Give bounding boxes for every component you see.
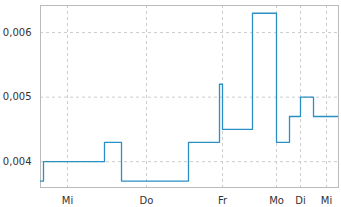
svg-text:Mi: Mi (62, 195, 73, 206)
svg-text:Mi: Mi (321, 195, 332, 206)
svg-text:0,006: 0,006 (3, 27, 32, 38)
svg-text:0,005: 0,005 (3, 91, 32, 102)
svg-text:Do: Do (140, 195, 154, 206)
svg-text:Di: Di (295, 195, 305, 206)
svg-text:Mo: Mo (269, 195, 284, 206)
svg-text:0,004: 0,004 (3, 156, 32, 167)
svg-text:Fr: Fr (218, 195, 228, 206)
